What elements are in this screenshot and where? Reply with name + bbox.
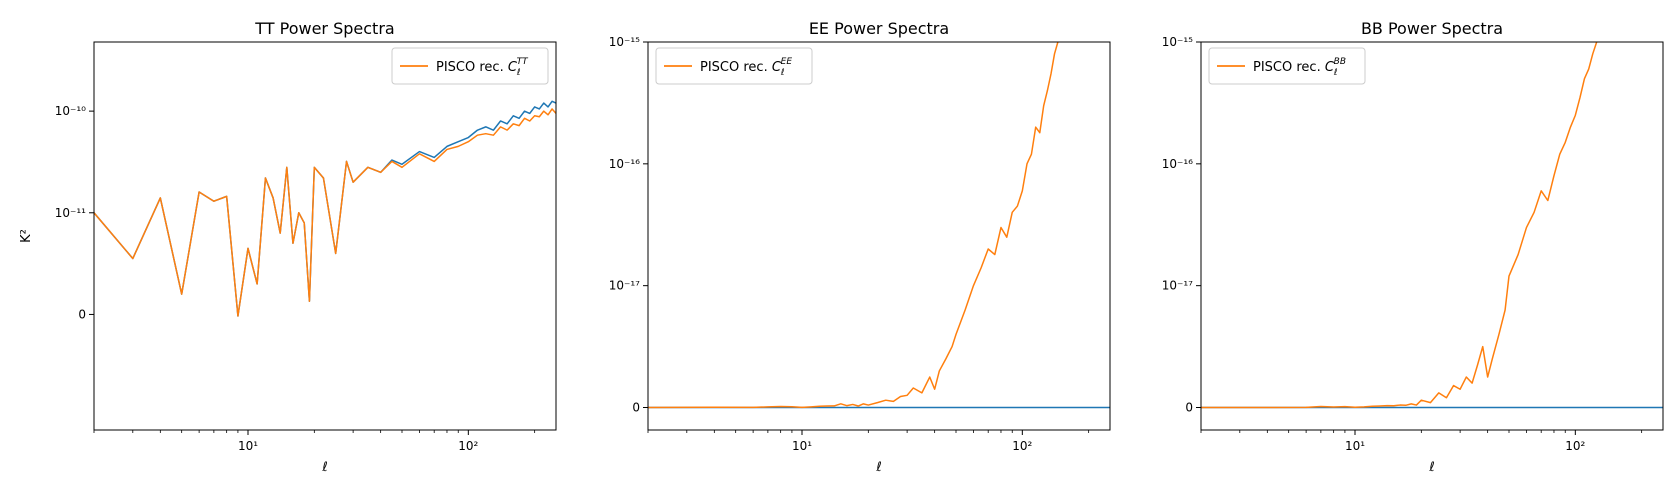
y-tick-label: 10⁻¹⁶ — [1162, 157, 1193, 171]
chart-title: BB Power Spectra — [1361, 19, 1503, 38]
axes-frame — [1200, 41, 1664, 431]
y-tick-label: 0 — [632, 400, 640, 414]
y-tick-label: 0 — [1185, 400, 1193, 414]
y-tick-label: 10⁻¹¹ — [55, 206, 86, 220]
x-axis-label: ℓ — [1428, 460, 1434, 475]
y-tick-label: 10⁻¹⁰ — [55, 104, 86, 118]
legend-box — [655, 47, 813, 85]
legend-box — [391, 47, 549, 85]
legend-entry: PISCO rec. CℓTT — [436, 57, 529, 78]
x-tick-label: 10¹ — [792, 439, 812, 453]
axes-frame — [647, 41, 1111, 431]
y-tick-label: 10⁻¹⁵ — [1162, 35, 1193, 49]
chart-panel-1: 10¹ 10² 10⁻¹⁰ 10⁻¹¹ 0 TT Power Spectra ℓ K² PISC… — [19, 19, 557, 475]
legend-entry: PISCO rec. CℓBB — [1253, 57, 1346, 78]
chart-panel-3: 10¹ 10² 10⁻¹⁵ 10⁻¹⁶ 10⁻¹⁷ 0 BB Power Spectra ℓ P… — [1162, 19, 1664, 475]
x-tick-label: 10² — [1012, 439, 1032, 453]
y-tick-label: 10⁻¹⁷ — [609, 279, 640, 293]
legend-box — [1208, 47, 1366, 85]
legend: PISCO rec. CℓEE — [655, 47, 813, 85]
legend-entry: PISCO rec. CℓEE — [700, 57, 792, 78]
chart-title: TT Power Spectra — [254, 19, 394, 38]
axes-frame — [93, 41, 557, 431]
series-line-2 — [94, 108, 556, 317]
y-axis-label: K² — [19, 229, 34, 243]
x-tick-label: 10¹ — [238, 439, 258, 453]
x-tick-label: 10² — [458, 439, 478, 453]
chart-title: EE Power Spectra — [809, 19, 949, 38]
x-tick-label: 10¹ — [1345, 439, 1365, 453]
y-tick-label: 0 — [78, 307, 86, 321]
y-tick-label: 10⁻¹⁷ — [1162, 279, 1193, 293]
series-line-2 — [1201, 42, 1598, 409]
legend: PISCO rec. CℓTT — [391, 47, 549, 85]
y-tick-label: 10⁻¹⁵ — [609, 35, 640, 49]
x-tick-label: 10² — [1565, 439, 1585, 453]
legend: PISCO rec. CℓBB — [1208, 47, 1366, 85]
y-tick-label: 10⁻¹⁶ — [609, 157, 640, 171]
series-line-2 — [648, 42, 1059, 409]
x-axis-label: ℓ — [875, 460, 881, 475]
x-axis-label: ℓ — [321, 460, 327, 475]
chart-panel-2: 10¹ 10² 10⁻¹⁵ 10⁻¹⁶ 10⁻¹⁷ 0 EE Power Spectra ℓ P… — [609, 19, 1111, 475]
